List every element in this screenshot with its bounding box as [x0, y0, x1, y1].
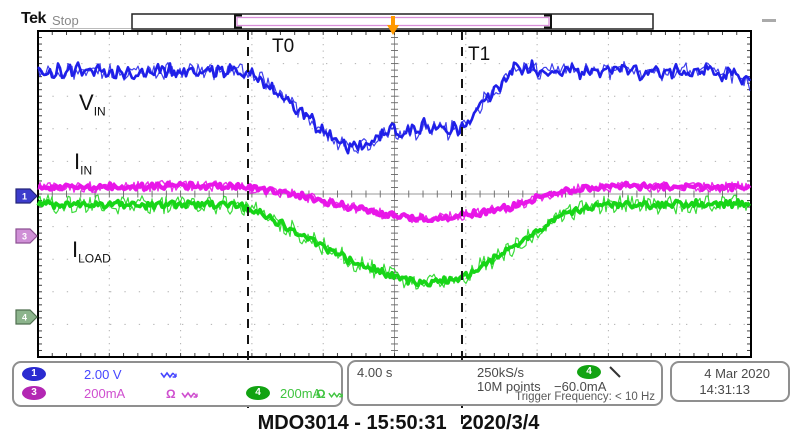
caption-date: 2020/3/4 [461, 412, 540, 434]
ch4-reference-label: 4 [22, 313, 27, 323]
ch4-badge: 4 [246, 386, 270, 400]
screenshot-caption: MDO3014 - 15:50:31 2020/3/4 [0, 412, 797, 435]
ch1-reference-label: 1 [22, 192, 27, 202]
trace-iload [36, 198, 752, 288]
ch3-scale-readout: 200mA [84, 386, 126, 401]
channel-readout-box: 1 2.00 V 3 200mA Ω 4 200mA Ω [12, 361, 343, 407]
trigger-slope-falling-icon [609, 366, 621, 378]
ch1-coupling-icon [160, 371, 177, 379]
caption-model-time: MDO3014 - 15:50:31 [257, 412, 447, 434]
ch4-impedance-icon: Ω [316, 387, 326, 401]
ch3-badge: 3 [22, 386, 46, 400]
ch3-impedance-icon: Ω [166, 387, 176, 401]
sample-rate-readout: 250kS/s [477, 365, 524, 380]
trace-label-vin: VIN [79, 90, 106, 119]
trace-label-iin: IIN [74, 149, 93, 178]
ch3-coupling-icon [181, 391, 198, 399]
trace-vin [37, 59, 752, 155]
date-readout: 4 Mar 2020 [704, 366, 770, 381]
trace-label-iload: ILOAD [72, 237, 111, 266]
trigger-frequency-readout: Trigger Frequency: < 10 Hz [515, 391, 655, 403]
ch1-reference-marker [15, 188, 38, 204]
ch1-scale-readout: 2.00 V [84, 367, 122, 382]
horizontal-readout-box: 4.00 s 250kS/s 4 10M points −60.0mA Trig… [347, 360, 663, 406]
trigger-position-icon [387, 25, 399, 35]
ch3-reference-label: 3 [22, 232, 27, 242]
acquisition-status: Stop [52, 13, 79, 28]
cursor-label-t0: T0 [272, 36, 295, 57]
ch4-reference-marker [15, 309, 38, 325]
ch4-scale-readout: 200mA [280, 386, 322, 401]
trace-iin [37, 180, 752, 223]
cursor-label-t1: T1 [468, 44, 491, 65]
time-readout: 14:31:13 [699, 382, 750, 397]
trigger-level-readout: −60.0mA [554, 379, 607, 394]
ch4-coupling-icon [328, 392, 343, 398]
zoom-bracket-left-icon [234, 14, 242, 29]
horizontal-scale-readout: 4.00 s [357, 365, 393, 380]
trigger-source-badge: 4 [577, 365, 601, 379]
ch1-badge: 1 [22, 367, 46, 381]
trigger-marker-stem [391, 16, 395, 26]
tek-logo: Tek [21, 10, 46, 27]
ch3-reference-marker [15, 228, 38, 244]
top-right-dash [762, 19, 776, 22]
datetime-box: 4 Mar 2020 14:31:13 [670, 361, 790, 402]
zoom-bracket-right-icon [544, 14, 552, 29]
record-length-readout: 10M points [477, 379, 541, 394]
